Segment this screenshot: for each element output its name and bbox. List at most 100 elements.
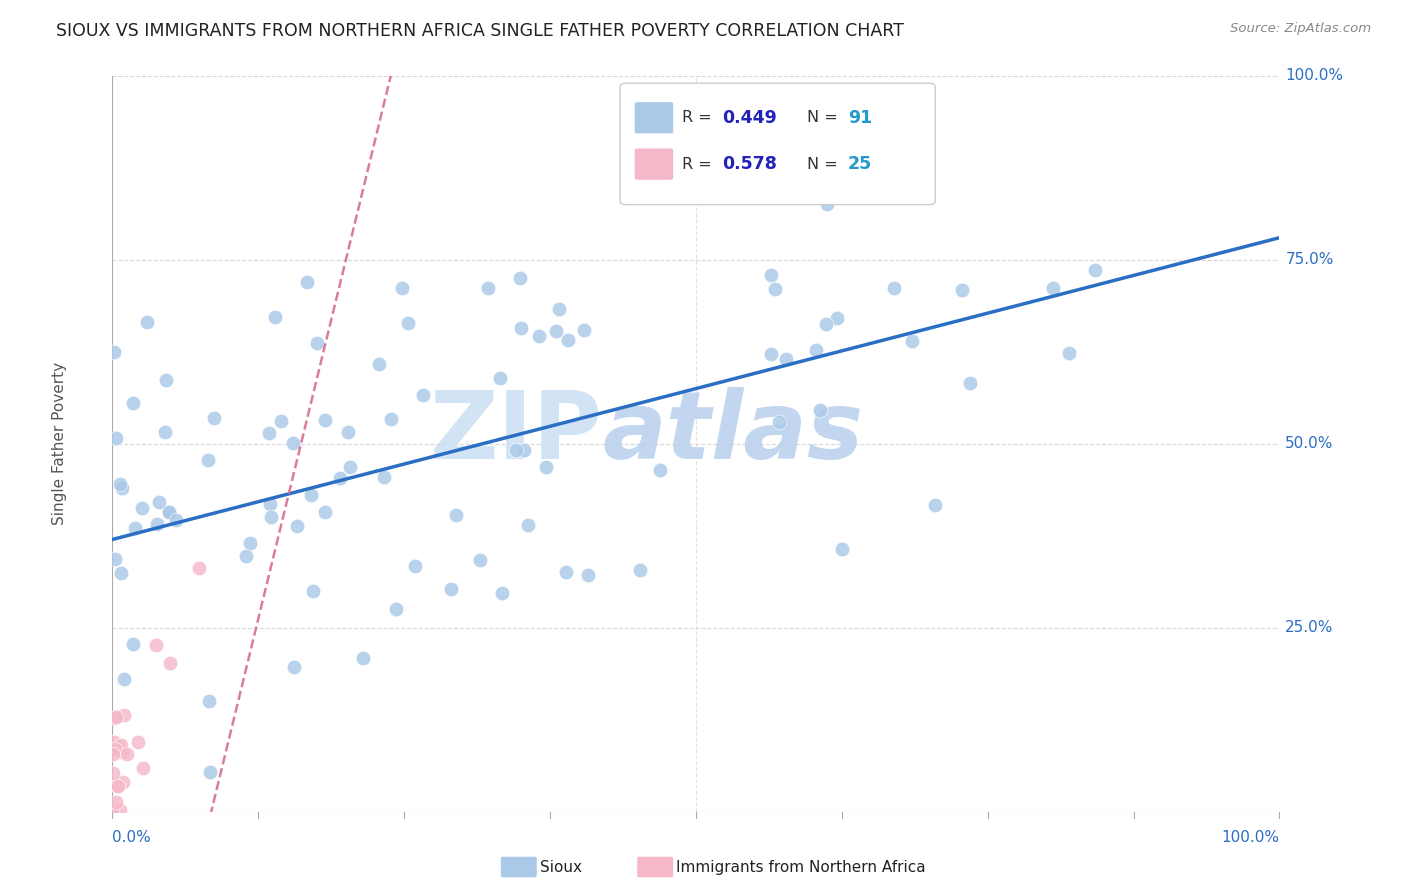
Point [239, 535, 262, 549]
Point [111, 481, 134, 495]
Text: Sioux: Sioux [540, 861, 582, 875]
Text: N =: N = [807, 111, 842, 125]
Point [103, 805, 125, 819]
Point [155, 373, 177, 387]
Point [287, 518, 309, 533]
Point [145, 516, 167, 531]
Point [950, 283, 973, 297]
Point [101, 805, 124, 819]
Point [110, 745, 132, 759]
Point [555, 566, 578, 580]
Point [259, 497, 281, 511]
Point [283, 660, 305, 674]
Point [127, 735, 149, 749]
Text: 50.0%: 50.0% [1285, 436, 1334, 451]
Point [339, 460, 361, 475]
Point [775, 351, 797, 366]
Text: 100.0%: 100.0% [1222, 830, 1279, 845]
Point [576, 568, 599, 582]
Point [825, 310, 848, 325]
Point [808, 403, 831, 417]
Point [352, 650, 374, 665]
Point [122, 395, 145, 409]
Point [103, 740, 125, 755]
Point [544, 325, 567, 339]
Point [924, 499, 946, 513]
Point [105, 779, 128, 793]
Point [314, 505, 336, 519]
Point [959, 376, 981, 390]
Point [1084, 263, 1107, 277]
Point [259, 425, 281, 440]
Point [412, 388, 434, 402]
Point [159, 656, 181, 670]
Text: 0.449: 0.449 [721, 109, 776, 127]
Text: 25.0%: 25.0% [1285, 620, 1334, 635]
Point [165, 512, 187, 526]
Point [513, 443, 536, 458]
Point [132, 761, 155, 775]
Point [768, 415, 790, 429]
Point [329, 471, 352, 485]
Text: 0.0%: 0.0% [112, 830, 152, 845]
Text: Immigrants from Northern Africa: Immigrants from Northern Africa [676, 861, 927, 875]
Text: 100.0%: 100.0% [1285, 69, 1343, 83]
Point [477, 281, 499, 295]
Point [135, 315, 157, 329]
Point [831, 542, 853, 557]
Point [148, 495, 170, 509]
Point [103, 735, 125, 749]
Text: 25: 25 [848, 155, 872, 173]
Point [153, 425, 176, 440]
Point [815, 197, 838, 211]
Text: atlas: atlas [603, 387, 863, 479]
Point [115, 747, 138, 762]
Text: 0.578: 0.578 [721, 155, 776, 173]
Point [1042, 281, 1064, 295]
Point [404, 559, 426, 574]
Point [104, 552, 127, 566]
Point [557, 333, 579, 347]
Point [145, 638, 167, 652]
Point [529, 329, 551, 343]
Text: 91: 91 [848, 109, 872, 127]
Point [202, 411, 225, 425]
Point [314, 413, 336, 427]
Point [491, 586, 513, 600]
Point [299, 488, 322, 502]
Point [648, 462, 671, 476]
FancyBboxPatch shape [634, 148, 673, 180]
Point [444, 508, 467, 523]
Point [157, 505, 180, 519]
Point [806, 343, 828, 358]
Text: R =: R = [682, 157, 717, 171]
Text: Single Father Poverty: Single Father Poverty [52, 362, 67, 525]
Point [108, 476, 131, 491]
Point [572, 323, 595, 337]
Text: 75.0%: 75.0% [1285, 252, 1334, 268]
FancyBboxPatch shape [634, 102, 673, 134]
Point [489, 370, 512, 384]
Point [281, 435, 304, 450]
Point [112, 707, 135, 722]
Point [263, 310, 285, 325]
Point [1057, 346, 1080, 360]
Point [380, 412, 402, 426]
Point [104, 795, 127, 809]
Point [110, 566, 132, 580]
Text: R =: R = [682, 111, 717, 125]
Point [103, 742, 125, 756]
Point [391, 281, 413, 295]
Point [470, 552, 492, 566]
Point [187, 561, 209, 575]
Point [385, 601, 408, 615]
Point [628, 563, 651, 577]
Point [108, 804, 131, 818]
Point [815, 317, 838, 331]
Point [101, 766, 124, 780]
Point [101, 710, 124, 724]
Text: ZIP: ZIP [430, 387, 603, 479]
Point [198, 694, 221, 708]
Point [295, 276, 318, 290]
FancyBboxPatch shape [620, 83, 935, 204]
